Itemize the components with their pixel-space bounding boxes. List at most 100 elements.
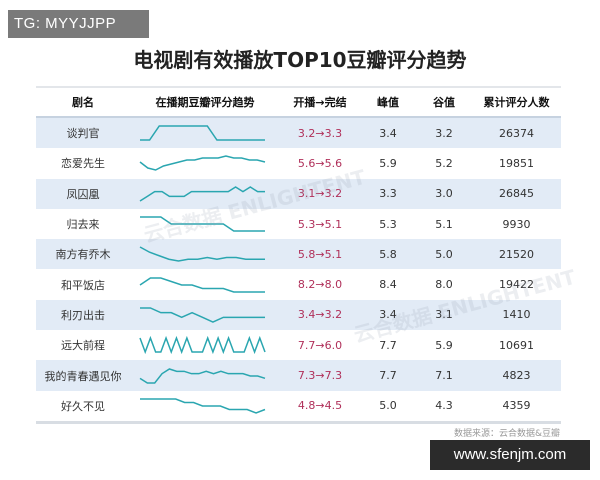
table-row: 好久不见 4.8→4.5 5.0 4.3 4359	[36, 391, 561, 421]
trend-sparkline	[140, 398, 266, 414]
trend-sparkline	[139, 155, 266, 172]
valley-value: 4.3	[435, 399, 453, 413]
trend-line	[139, 155, 266, 172]
trend-sparkline	[139, 185, 265, 202]
header-range: 开播→完结	[293, 96, 347, 109]
range-value: 5.8→5.1	[297, 247, 343, 261]
trend-line	[140, 125, 265, 141]
header-name: 剧名	[72, 96, 94, 109]
range-value: 3.2→3.3	[297, 126, 343, 140]
drama-name: 南方有乔木	[55, 248, 111, 262]
peak-value: 7.7	[379, 369, 397, 383]
rating-count: 19851	[499, 156, 534, 170]
trend-sparkline	[139, 336, 266, 355]
drama-name: 归去来	[66, 218, 100, 232]
trend-line	[139, 367, 266, 384]
rating-count: 1410	[502, 308, 531, 322]
trend-sparkline	[139, 246, 265, 263]
valley-value: 5.2	[435, 156, 453, 170]
trend-cell	[130, 152, 280, 174]
table-header: 剧名 在播期豆瓣评分趋势 开播→完结 峰值 谷值 累计评分人数	[36, 88, 561, 118]
trend-line	[139, 276, 265, 293]
peak-value: 5.3	[379, 217, 397, 231]
site-url: www.sfenjm.com	[430, 440, 590, 470]
drama-name: 凤囚凰	[66, 187, 100, 201]
valley-value: 8.0	[435, 278, 453, 292]
trend-sparkline	[140, 307, 265, 323]
trend-line	[140, 307, 265, 323]
trend-cell	[130, 304, 280, 326]
page-title: 电视剧有效播放TOP10豆瓣评分趋势	[133, 48, 467, 72]
drama-name: 利刃出击	[61, 308, 105, 322]
valley-value: 3.1	[435, 308, 453, 322]
peak-value: 5.8	[379, 247, 397, 261]
trend-sparkline	[139, 276, 265, 293]
table-row: 和平饭店 8.2→8.0 8.4 8.0 19422	[36, 269, 561, 299]
table-row: 凤囚凰 3.1→3.2 3.3 3.0 26845	[36, 178, 561, 209]
data-source: 数据来源：云合数据&豆瓣	[453, 429, 560, 439]
table-row: 谈判官 3.2→3.3 3.4 3.2 26374	[36, 118, 561, 149]
trend-line	[139, 246, 265, 263]
trend-line	[140, 216, 265, 232]
table-row: 归去来 5.3→5.1 5.3 5.1 9930	[36, 209, 561, 239]
peak-value: 3.3	[379, 187, 397, 201]
drama-name: 和平饭店	[61, 278, 105, 292]
range-value: 7.7→6.0	[297, 338, 343, 352]
peak-value: 5.0	[379, 399, 397, 413]
rating-count: 19422	[499, 278, 534, 292]
trend-line	[140, 398, 266, 414]
trend-cell	[130, 122, 280, 144]
trend-cell	[130, 274, 280, 296]
valley-value: 5.9	[435, 338, 453, 352]
trend-cell	[130, 183, 280, 205]
trend-sparkline	[139, 367, 266, 384]
trend-sparkline	[140, 216, 265, 232]
table-row: 恋爱先生 5.6→5.6 5.9 5.2 19851	[36, 148, 561, 178]
rating-count: 4823	[502, 369, 531, 383]
valley-value: 5.1	[435, 217, 453, 231]
range-value: 3.1→3.2	[297, 187, 343, 201]
drama-name: 恋爱先生	[61, 157, 105, 171]
valley-value: 3.2	[435, 126, 453, 140]
ratings-table: 剧名 在播期豆瓣评分趋势 开播→完结 峰值 谷值 累计评分人数 谈判官 3.2→3…	[36, 86, 561, 424]
rating-count: 10691	[499, 338, 534, 352]
drama-name: 我的青春遇见你	[44, 369, 122, 383]
trend-cell	[130, 243, 280, 265]
valley-value: 3.0	[435, 187, 453, 201]
rating-count: 26374	[499, 126, 534, 140]
table-row: 利刃出击 3.4→3.2 3.4 3.1 1410	[36, 299, 561, 331]
trend-line	[139, 336, 266, 355]
rating-count: 4359	[502, 399, 531, 413]
peak-value: 7.7	[379, 338, 397, 352]
header-valley: 谷值	[433, 96, 455, 109]
header-peak: 峰值	[377, 96, 399, 109]
trend-cell	[130, 213, 280, 235]
valley-value: 7.1	[435, 369, 453, 383]
rating-count: 26845	[499, 187, 534, 201]
rating-count: 21520	[499, 247, 534, 261]
range-value: 4.8→4.5	[297, 399, 343, 413]
range-value: 8.2→8.0	[297, 278, 343, 292]
peak-value: 8.4	[379, 278, 397, 292]
range-value: 5.3→5.1	[297, 217, 343, 231]
valley-value: 5.0	[435, 247, 453, 261]
range-value: 7.3→7.3	[297, 369, 343, 383]
trend-line	[139, 185, 265, 202]
range-value: 5.6→5.6	[297, 156, 343, 170]
peak-value: 5.9	[379, 156, 397, 170]
peak-value: 3.4	[379, 308, 397, 322]
drama-name: 好久不见	[61, 399, 105, 413]
trend-cell	[130, 365, 280, 387]
table-row: 我的青春遇见你 7.3→7.3 7.7 7.1 4823	[36, 360, 561, 391]
table-row: 南方有乔木 5.8→5.1 5.8 5.0 21520	[36, 239, 561, 270]
range-value: 3.4→3.2	[297, 308, 343, 322]
header-count: 累计评分人数	[483, 96, 550, 109]
drama-name: 远大前程	[61, 339, 105, 353]
header-trend: 在播期豆瓣评分趋势	[155, 96, 255, 109]
trend-sparkline	[140, 125, 265, 141]
drama-name: 谈判官	[66, 127, 100, 141]
rating-count: 9930	[502, 217, 531, 231]
tg-label: TG: MYYJJPP	[8, 10, 149, 38]
peak-value: 3.4	[379, 126, 397, 140]
table-row: 远大前程 7.7→6.0 7.7 5.9 10691	[36, 330, 561, 360]
